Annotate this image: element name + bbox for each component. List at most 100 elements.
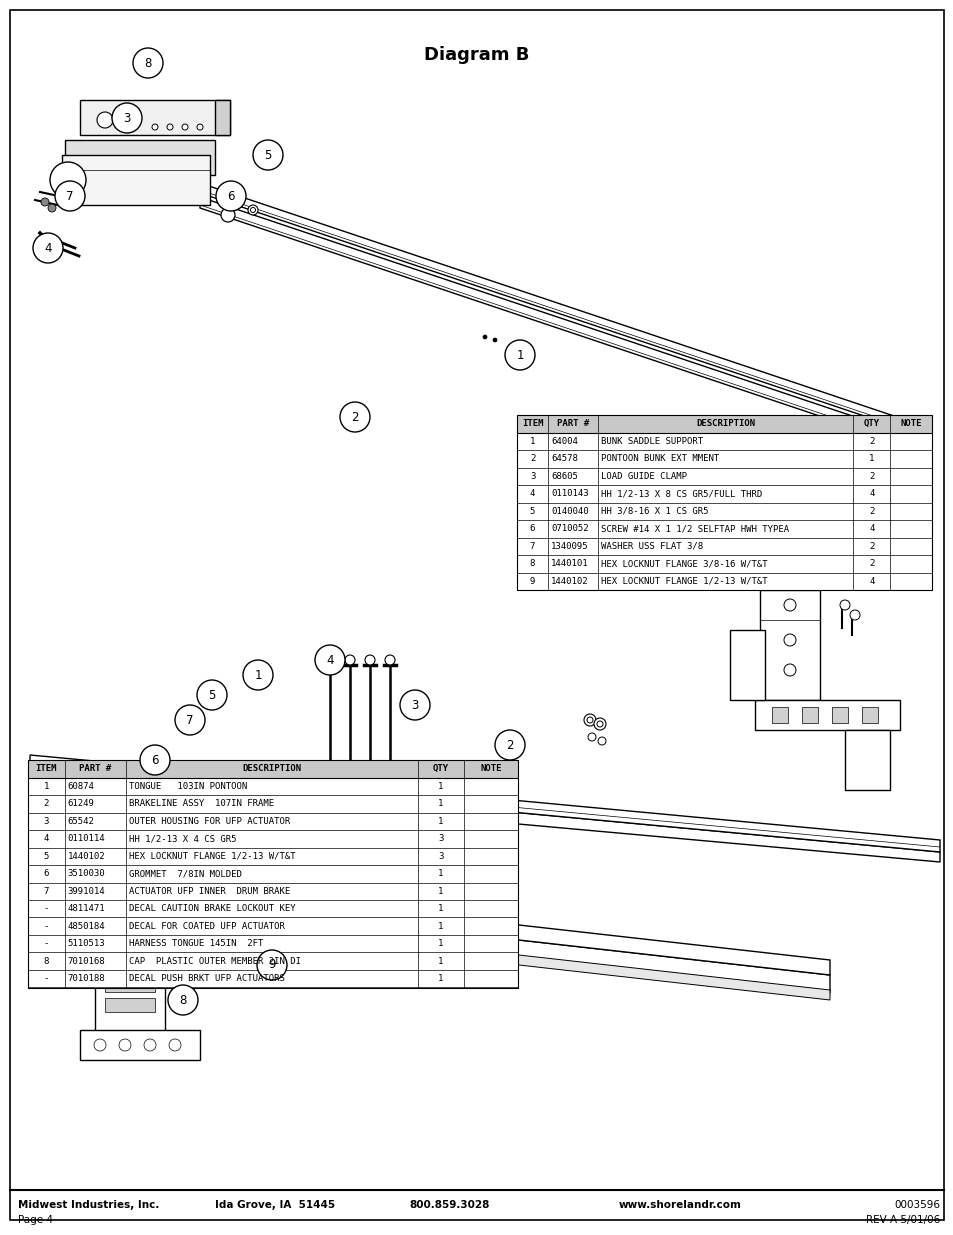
Circle shape xyxy=(424,798,444,818)
Polygon shape xyxy=(95,900,165,1035)
Text: HEX LOCKNUT FLANGE 1/2-13 W/T&T: HEX LOCKNUT FLANGE 1/2-13 W/T&T xyxy=(600,577,767,585)
Text: 1340095: 1340095 xyxy=(551,542,588,551)
Text: ITEM: ITEM xyxy=(35,764,57,773)
Circle shape xyxy=(365,655,375,664)
Text: 1: 1 xyxy=(437,869,443,878)
Circle shape xyxy=(251,207,255,212)
Text: 3: 3 xyxy=(44,816,49,826)
Text: 2: 2 xyxy=(868,542,874,551)
Text: ITEM: ITEM xyxy=(521,419,543,429)
Text: 5: 5 xyxy=(264,148,272,162)
Circle shape xyxy=(33,233,63,263)
Text: 9: 9 xyxy=(268,958,275,972)
Text: Diagram B: Diagram B xyxy=(424,46,529,64)
Circle shape xyxy=(174,705,205,735)
Text: 3: 3 xyxy=(437,835,443,844)
Circle shape xyxy=(169,830,181,842)
Circle shape xyxy=(169,852,181,864)
Text: -: - xyxy=(44,921,49,931)
Text: -: - xyxy=(44,974,49,983)
Circle shape xyxy=(783,599,795,611)
Text: BRAKELINE ASSY  107IN FRAME: BRAKELINE ASSY 107IN FRAME xyxy=(129,799,274,808)
Circle shape xyxy=(169,1039,181,1051)
Text: 7010168: 7010168 xyxy=(68,957,105,966)
Text: 7010188: 7010188 xyxy=(68,974,105,983)
Circle shape xyxy=(594,718,605,730)
Circle shape xyxy=(196,124,203,130)
Text: BUNK SADDLE SUPPORT: BUNK SADDLE SUPPORT xyxy=(600,437,702,446)
Text: 6: 6 xyxy=(227,189,234,203)
Circle shape xyxy=(55,182,85,211)
Polygon shape xyxy=(80,1030,200,1060)
Circle shape xyxy=(182,124,188,130)
Text: 0003596: 0003596 xyxy=(893,1200,939,1210)
Circle shape xyxy=(495,730,524,760)
Polygon shape xyxy=(740,420,899,490)
Text: 64004: 64004 xyxy=(551,437,578,446)
Circle shape xyxy=(167,124,172,130)
Text: 5110513: 5110513 xyxy=(68,940,105,948)
Circle shape xyxy=(257,939,286,966)
Polygon shape xyxy=(844,730,889,790)
Text: 4: 4 xyxy=(44,242,51,254)
Circle shape xyxy=(597,721,602,727)
Text: 60874: 60874 xyxy=(68,782,94,790)
Circle shape xyxy=(248,205,257,215)
Polygon shape xyxy=(62,156,210,205)
Polygon shape xyxy=(30,869,829,974)
Polygon shape xyxy=(390,778,479,825)
Circle shape xyxy=(345,655,355,664)
Text: 4: 4 xyxy=(44,835,49,844)
Text: 7: 7 xyxy=(529,542,535,551)
Circle shape xyxy=(112,103,142,133)
Polygon shape xyxy=(105,958,154,972)
Text: 4850184: 4850184 xyxy=(68,921,105,931)
Text: 1: 1 xyxy=(44,782,49,790)
Text: 1: 1 xyxy=(437,974,443,983)
Polygon shape xyxy=(200,183,899,429)
Circle shape xyxy=(215,182,246,211)
Circle shape xyxy=(168,986,198,1015)
Text: PART #: PART # xyxy=(79,764,112,773)
Text: 8: 8 xyxy=(144,57,152,69)
Text: 65542: 65542 xyxy=(68,816,94,826)
Circle shape xyxy=(232,198,242,207)
Polygon shape xyxy=(862,706,877,722)
Polygon shape xyxy=(105,939,154,952)
Polygon shape xyxy=(760,590,820,700)
Polygon shape xyxy=(200,198,899,443)
Text: 2: 2 xyxy=(351,410,358,424)
Text: SCREW #14 X 1 1/2 SELFTAP HWH TYPEA: SCREW #14 X 1 1/2 SELFTAP HWH TYPEA xyxy=(600,524,788,534)
Polygon shape xyxy=(214,100,230,135)
Circle shape xyxy=(504,340,535,370)
Text: 2: 2 xyxy=(529,454,535,463)
Text: NOTE: NOTE xyxy=(479,764,501,773)
Text: DECAL PUSH BRKT UFP ACTUATORS: DECAL PUSH BRKT UFP ACTUATORS xyxy=(129,974,285,983)
Circle shape xyxy=(256,950,287,981)
Text: 64578: 64578 xyxy=(551,454,578,463)
Text: 1: 1 xyxy=(437,940,443,948)
Text: 2: 2 xyxy=(44,799,49,808)
Text: 1: 1 xyxy=(868,454,874,463)
Text: HH 3/8-16 X 1 CS GR5: HH 3/8-16 X 1 CS GR5 xyxy=(600,506,708,516)
Circle shape xyxy=(385,655,395,664)
Bar xyxy=(28,760,517,988)
Text: -: - xyxy=(44,904,49,913)
Circle shape xyxy=(253,140,283,170)
Text: QTY: QTY xyxy=(433,764,449,773)
Polygon shape xyxy=(30,755,939,852)
Circle shape xyxy=(840,600,849,610)
Circle shape xyxy=(243,659,273,690)
Circle shape xyxy=(325,655,335,664)
Text: CAP  PLASTIC OUTER MEMBER 2IN DI: CAP PLASTIC OUTER MEMBER 2IN DI xyxy=(129,957,301,966)
Circle shape xyxy=(276,923,287,932)
Text: 1: 1 xyxy=(437,921,443,931)
Circle shape xyxy=(586,718,593,722)
Text: HH 1/2-13 X 4 CS GR5: HH 1/2-13 X 4 CS GR5 xyxy=(129,835,236,844)
Circle shape xyxy=(339,403,370,432)
Circle shape xyxy=(171,983,194,1007)
Circle shape xyxy=(219,194,224,200)
Text: 1: 1 xyxy=(437,799,443,808)
Bar xyxy=(28,760,517,988)
Circle shape xyxy=(598,737,605,745)
